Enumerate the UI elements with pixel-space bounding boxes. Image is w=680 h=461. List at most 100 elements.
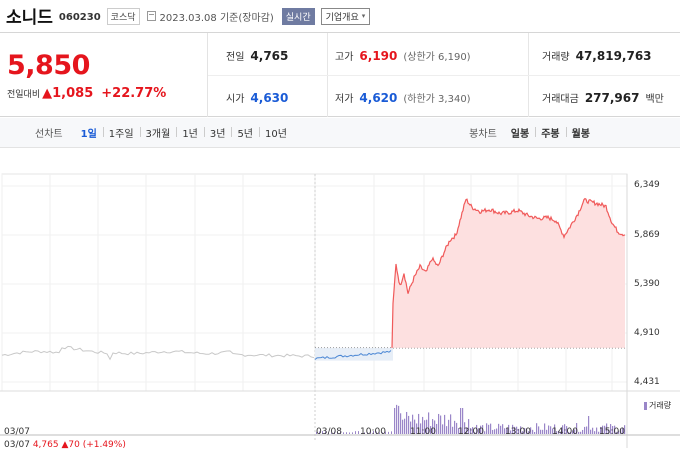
low-value: 4,620	[359, 91, 398, 105]
volume-bar	[325, 431, 326, 434]
volume-bar	[516, 426, 518, 434]
period-tab-1y[interactable]: 1년	[176, 125, 204, 140]
volume-bar	[554, 424, 556, 434]
y-tick-label: 4,910	[634, 328, 660, 338]
volume-bar	[618, 430, 620, 434]
volume-bar	[400, 413, 402, 434]
company-overview-dropdown[interactable]: 기업개요 ▾	[320, 7, 371, 25]
volume-legend-swatch	[644, 401, 647, 410]
volume-bar	[358, 431, 359, 434]
volume-bar	[492, 429, 494, 434]
volume-bar	[450, 414, 452, 434]
stock-name: 소니드	[6, 7, 53, 28]
volume-bar	[550, 426, 552, 434]
volume-bar	[373, 431, 374, 434]
realtime-button[interactable]: 실시간	[281, 7, 315, 25]
x-tick-label: 11:00	[410, 427, 436, 437]
volume-bar	[440, 415, 442, 434]
period-tab-5y[interactable]: 5년	[231, 125, 259, 140]
volume-bar	[364, 432, 365, 434]
trade-value: 거래대금 277,967 백만	[542, 90, 664, 105]
open-value: 4,630	[250, 91, 289, 105]
volume-bar	[414, 419, 416, 434]
volume-bar	[406, 411, 408, 434]
divider	[208, 75, 680, 76]
volume-bar	[410, 421, 412, 434]
y-tick-label: 6,349	[634, 180, 660, 190]
high-value: 6,190	[359, 49, 398, 63]
volume-bar	[456, 422, 458, 434]
y-tick-label: 5,390	[634, 279, 660, 289]
volume-bar	[494, 429, 496, 434]
volume-bar	[430, 426, 432, 434]
volume-bar	[464, 422, 466, 434]
candle-tab-monthly[interactable]: 월봉	[565, 125, 596, 140]
volume: 거래량 47,819,763	[542, 48, 652, 63]
volume-bar	[486, 423, 488, 434]
volume-bar	[343, 432, 344, 434]
volume-bar	[476, 424, 478, 434]
volume-bar	[534, 431, 536, 434]
volume-bar	[622, 427, 624, 434]
volume-bar	[558, 430, 560, 434]
volume-bar	[526, 428, 528, 434]
volume-bar	[520, 426, 522, 434]
prev-close-value: 4,765	[250, 49, 289, 63]
volume-bar	[514, 426, 516, 434]
volume-bar	[404, 418, 406, 434]
volume-bar	[334, 431, 335, 434]
volume-bar	[518, 428, 520, 434]
volume-bar	[606, 423, 608, 434]
trade-value-amount: 277,967	[584, 91, 640, 105]
volume-bar	[460, 408, 462, 434]
period-tab-1d[interactable]: 1일	[80, 129, 97, 140]
stock-code: 060230	[58, 11, 101, 23]
volume-bar	[610, 424, 612, 434]
volume-bar	[420, 423, 422, 434]
volume-bar	[432, 419, 434, 434]
period-tab-10y[interactable]: 10년	[259, 125, 293, 140]
volume-bar	[620, 429, 622, 434]
high-price: 고가 6,190 (상한가 6,190)	[335, 48, 471, 63]
volume-bar	[490, 423, 492, 434]
volume-bar	[458, 427, 460, 434]
volume-bar	[474, 431, 476, 434]
volume-bar	[328, 432, 329, 434]
volume-bar	[510, 430, 512, 434]
period-tab-3m[interactable]: 3개월	[139, 125, 177, 140]
pre-jump-line	[314, 350, 392, 360]
volume-bar	[508, 424, 510, 434]
volume-bar	[530, 427, 532, 434]
period-tab-1w[interactable]: 1주일	[102, 125, 140, 140]
period-tab-3y[interactable]: 3년	[203, 125, 232, 140]
volume-bar	[396, 404, 398, 434]
line-chart-label: 선차트	[35, 129, 63, 140]
volume-bar	[388, 431, 389, 434]
volume-bar	[466, 427, 468, 434]
volume-bar	[512, 424, 514, 434]
price-chart[interactable]: 6,349 5,869 5,390 4,910 4,431 거래량 03/07 …	[0, 148, 680, 461]
volume-bar	[482, 425, 484, 434]
low-label: 저가	[335, 94, 354, 105]
volume-bar	[574, 429, 576, 434]
candle-tab-weekly[interactable]: 주봉	[535, 125, 565, 140]
volume-bar	[548, 425, 550, 434]
volume-bar	[536, 423, 538, 434]
market-badge: 코스닥	[106, 7, 140, 25]
hover-change: ▲70 (+1.49%)	[61, 440, 126, 450]
x-tick-label: 14:00	[552, 427, 578, 437]
volume-bar	[416, 423, 418, 434]
volume-bar	[572, 430, 574, 434]
volume-bar	[578, 431, 580, 434]
volume-bar	[616, 431, 618, 434]
period-bar: 선차트 1일 1주일 3개월 1년 3년 5년 10년 봉차트 일봉 주봉 월봉	[0, 118, 680, 148]
change-percent: +22.77%	[101, 86, 167, 101]
volume-bar	[586, 426, 588, 434]
candle-tab-daily[interactable]: 일봉	[510, 129, 530, 140]
volume-bar	[568, 431, 570, 434]
volume-bar	[504, 428, 506, 434]
x-tick-label: 10:00	[360, 427, 386, 437]
calendar-icon	[146, 11, 156, 21]
volume-bar	[394, 407, 396, 434]
